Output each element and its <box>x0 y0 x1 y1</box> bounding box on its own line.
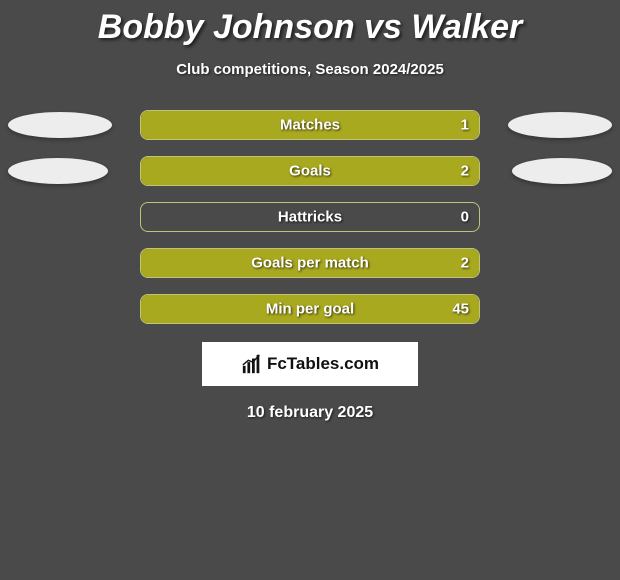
stat-bar-fill <box>141 295 479 323</box>
snapshot-date: 10 february 2025 <box>0 404 620 422</box>
stat-bar-fill <box>141 157 479 185</box>
stat-value: 2 <box>461 255 469 272</box>
player-right-ellipse <box>508 112 612 138</box>
stat-label: Hattricks <box>141 209 479 226</box>
stat-bar: Hattricks0 <box>140 202 480 232</box>
chart-icon <box>241 353 263 375</box>
stat-bar-fill <box>141 249 479 277</box>
stat-bar: Min per goal45 <box>140 294 480 324</box>
season-subtitle: Club competitions, Season 2024/2025 <box>0 61 620 78</box>
stat-value: 45 <box>452 301 469 318</box>
stat-bar-fill <box>141 111 479 139</box>
stat-row: Min per goal45 <box>0 294 620 324</box>
stat-row: Matches1 <box>0 110 620 140</box>
stat-value: 1 <box>461 117 469 134</box>
stat-bar: Matches1 <box>140 110 480 140</box>
branding-text: FcTables.com <box>267 354 379 374</box>
stat-row: Goals2 <box>0 156 620 186</box>
stat-bar: Goals2 <box>140 156 480 186</box>
stat-row: Goals per match2 <box>0 248 620 278</box>
stat-rows: Matches1 Goals2 Hattricks0 Goals per match2… <box>0 110 620 324</box>
player-right-ellipse <box>512 158 612 184</box>
stat-row: Hattricks0 <box>0 202 620 232</box>
branding-badge: FcTables.com <box>202 342 418 386</box>
stat-value: 0 <box>461 209 469 226</box>
stat-bar: Goals per match2 <box>140 248 480 278</box>
player-left-ellipse <box>8 112 112 138</box>
page-title: Bobby Johnson vs Walker <box>0 8 620 47</box>
comparison-panel: Bobby Johnson vs Walker Club competition… <box>0 0 620 422</box>
player-left-ellipse <box>8 158 108 184</box>
stat-value: 2 <box>461 163 469 180</box>
